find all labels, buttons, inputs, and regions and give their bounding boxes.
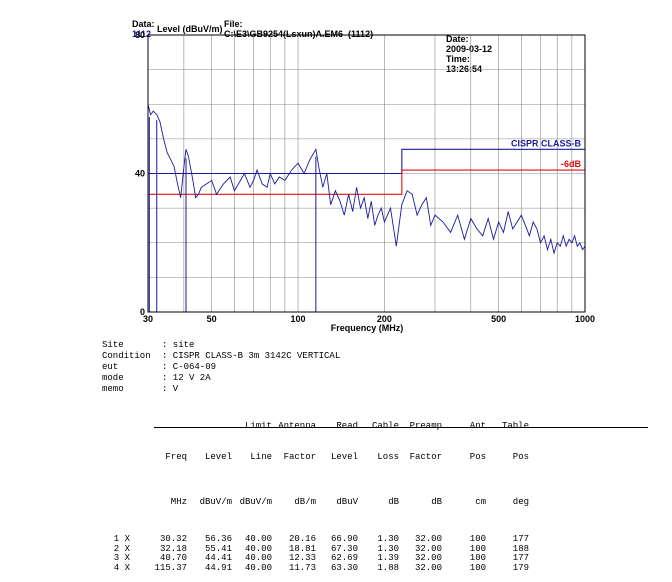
table-rows: 1 X 30.32 56.36 40.00 20.16 66.90 1.30 32.00 100… bbox=[102, 534, 529, 573]
table-header-top: Limit Antenna Read Cable Preamp Ant Table bbox=[102, 421, 529, 432]
row-cell: 1 X bbox=[113, 534, 130, 544]
limit-line-1 bbox=[148, 169, 585, 195]
header-date: Date: 2009-03-12 Time: 13:26:54 bbox=[441, 24, 492, 74]
header-unit-cell: dBuV/m bbox=[239, 497, 272, 507]
table-rule bbox=[154, 427, 648, 428]
time-value: 13:26:54 bbox=[446, 64, 483, 74]
series-line-0 bbox=[147, 104, 586, 255]
info-key: eut bbox=[102, 362, 119, 372]
limit-label-6db: -6dB bbox=[561, 159, 582, 169]
info-row: eut : C-064-09 bbox=[102, 362, 340, 373]
x-axis-label: Frequency (MHz) bbox=[331, 323, 404, 333]
table-row: 1 X 30.32 56.36 40.00 20.16 66.90 1.30 32.00 100… bbox=[102, 534, 529, 544]
file-value: C:\E3\GB9254(Lsxun)A.EM6 (1112) bbox=[224, 29, 374, 39]
header-mid-cell: Line bbox=[250, 452, 272, 462]
header-unit-cell: cm bbox=[475, 497, 486, 507]
x-tick-labels: 30 50 100 200 500 1000 bbox=[143, 314, 595, 324]
header-top-cell: Ant bbox=[469, 421, 486, 431]
x-tick-label: 500 bbox=[491, 314, 506, 324]
header-mid-cell: Factor bbox=[409, 452, 442, 462]
header-top-cell: Preamp bbox=[409, 421, 442, 431]
header-top-cell: Limit bbox=[244, 421, 272, 431]
info-key: Condition bbox=[102, 351, 151, 361]
info-row: Site : site bbox=[102, 340, 340, 351]
info-key: mode bbox=[102, 373, 124, 383]
header-unit-cell: dBuV/m bbox=[199, 497, 232, 507]
limit-labels: CISPR CLASS-B -6dB bbox=[511, 138, 582, 169]
header-file: File: C:\E3\GB9254(Lsxun)A.EM6 (1112) bbox=[219, 9, 373, 39]
info-row: Condition : CISPR CLASS-B 3m 3142C VERTIC… bbox=[102, 351, 340, 362]
x-tick-label: 1000 bbox=[575, 314, 595, 324]
row-cell: 179 bbox=[512, 562, 529, 573]
test-info: Site : site Condition : CISPR CLASS-B 3m 31… bbox=[102, 340, 340, 395]
date-label: Date: bbox=[446, 34, 469, 44]
y-tick-label: 0 bbox=[140, 307, 145, 317]
header-top-cell: Cable bbox=[371, 421, 399, 431]
info-row: mode : 12 V 2A bbox=[102, 373, 340, 384]
row-cell: 188 bbox=[512, 543, 529, 554]
x-tick-label: 30 bbox=[143, 314, 153, 324]
header-unit-cell: MHz bbox=[170, 497, 187, 507]
marker-lines bbox=[148, 116, 317, 312]
header-mid-cell: Level bbox=[330, 452, 358, 462]
header-mid-cell: Factor bbox=[283, 452, 316, 462]
emission-chart: 30 50 100 200 500 1000 0 40 80 CISPR CLASS-B -6d… bbox=[135, 30, 595, 333]
header-unit-cell: dB bbox=[431, 497, 442, 507]
x-tick-label: 100 bbox=[291, 314, 306, 324]
y-tick-label: 80 bbox=[135, 30, 145, 40]
info-value: : C-064-09 bbox=[162, 362, 217, 372]
row-cell: 177 bbox=[512, 534, 529, 544]
info-value: : V bbox=[162, 384, 179, 394]
header-top-cell: Antenna bbox=[278, 421, 316, 431]
file-label: File: bbox=[224, 19, 243, 29]
data-label: Data: bbox=[132, 19, 155, 29]
info-value: : site bbox=[162, 340, 195, 350]
row-cell: 3 X bbox=[113, 553, 130, 563]
table-header-units: MHz dBuV/m dBuV/m dB/m dBuV dB dB cm deg bbox=[102, 497, 529, 508]
limit-label-cispr: CISPR CLASS-B bbox=[511, 138, 582, 148]
info-value: : CISPR CLASS-B 3m 3142C VERTICAL bbox=[162, 351, 341, 361]
x-tick-label: 200 bbox=[377, 314, 392, 324]
series-group bbox=[147, 104, 586, 255]
date-value: 2009-03-12 bbox=[446, 44, 493, 54]
y-axis-label: Level (dBuV/m) bbox=[157, 24, 223, 34]
table-row: 2 X 32.18 55.41 40.00 18.81 67.30 1.30 32.00 100… bbox=[102, 544, 529, 554]
y-tick-labels: 0 40 80 bbox=[135, 30, 145, 317]
limit-line-0 bbox=[148, 148, 585, 175]
table-row: 3 X 40.70 44.41 40.00 12.33 62.69 1.39 32.00 100… bbox=[102, 553, 529, 563]
table-header-mid: Freq Level Line Factor Level Loss Factor Pos Pos bbox=[102, 452, 529, 463]
x-tick-label: 50 bbox=[207, 314, 217, 324]
header-unit-cell: dBuV bbox=[336, 497, 358, 507]
row-cell: 177 bbox=[512, 553, 529, 563]
limit-lines bbox=[148, 148, 585, 195]
row-cell: 4 X bbox=[113, 562, 130, 573]
plot-frame bbox=[147, 34, 586, 313]
info-key: Site bbox=[102, 340, 124, 350]
time-label: Time: bbox=[446, 54, 470, 64]
header-unit-cell: dB bbox=[388, 497, 399, 507]
y-tick-label: 40 bbox=[135, 169, 145, 179]
header-mid-cell: Freq bbox=[165, 452, 187, 462]
header-mid-cell: Pos bbox=[469, 452, 486, 462]
header-mid-cell: Loss bbox=[377, 452, 399, 462]
data-value: 1112 bbox=[132, 29, 152, 39]
info-key: memo bbox=[102, 384, 124, 394]
header-unit-cell: deg bbox=[512, 497, 529, 507]
header-mid-cell: Level bbox=[204, 452, 232, 462]
header-top-cell: Table bbox=[501, 421, 529, 431]
marker-table: Limit Antenna Read Cable Preamp Ant Table Freq… bbox=[102, 401, 648, 582]
info-value: : 12 V 2A bbox=[162, 373, 211, 383]
header-top-cell: Read bbox=[336, 421, 358, 431]
header-mid-cell: Pos bbox=[512, 452, 529, 462]
table-row: 4 X 115.37 44.91 40.00 11.73 63.30 1.88 32.00 10… bbox=[102, 563, 529, 573]
header-data: Data: 1112 bbox=[127, 9, 155, 39]
info-row: memo : V bbox=[102, 384, 340, 395]
row-cell: 2 X bbox=[113, 543, 130, 554]
header-unit-cell: dB/m bbox=[294, 497, 316, 507]
